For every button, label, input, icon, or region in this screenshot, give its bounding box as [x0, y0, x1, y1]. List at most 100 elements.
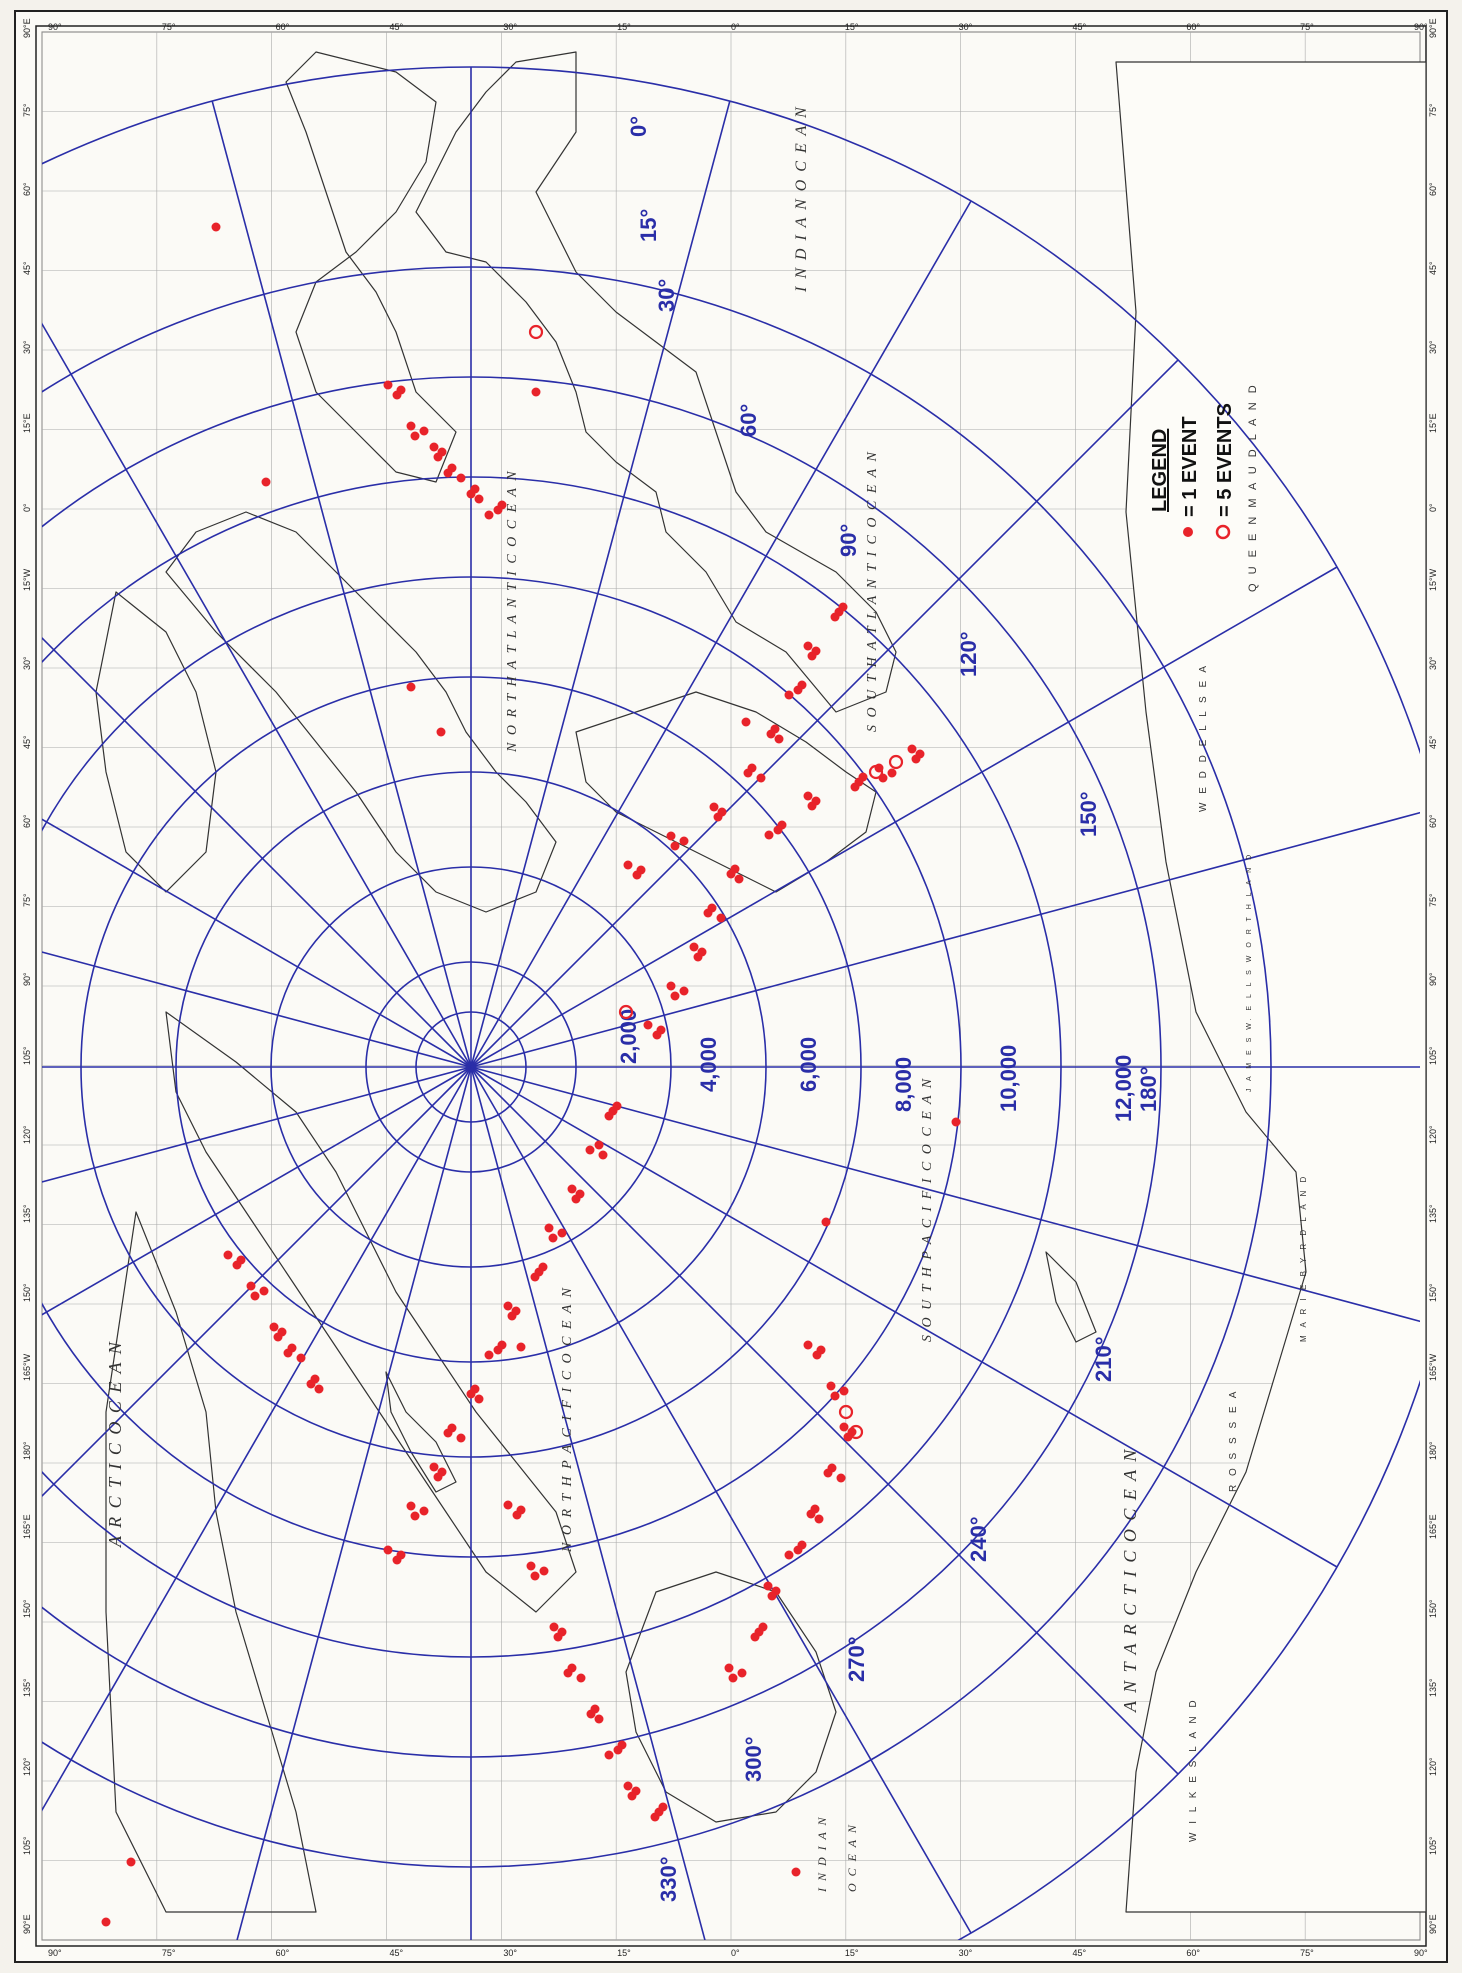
longitude-tick: 90°E — [22, 18, 32, 38]
indian-ocean-label: I N D I A N O C E A N — [793, 105, 810, 293]
event-marker — [259, 1286, 269, 1296]
azimuth-label-150: 150° — [1076, 791, 1101, 837]
longitude-tick: 15°W — [1428, 568, 1438, 591]
longitude-tick: 150° — [1428, 1599, 1438, 1618]
event-marker — [613, 1745, 623, 1755]
event-marker — [793, 685, 803, 695]
longitude-tick: 90°E — [22, 1914, 32, 1934]
event-marker — [549, 1622, 559, 1632]
latitude-tick: 15° — [845, 1948, 859, 1958]
longitude-tick: 135° — [22, 1678, 32, 1697]
azimuth-label-60: 60° — [736, 404, 761, 437]
event-marker — [763, 1581, 773, 1591]
azimuth-line — [470, 1066, 1338, 1568]
event-marker — [101, 1917, 111, 1927]
event-marker — [571, 1194, 581, 1204]
event-marker — [887, 768, 897, 778]
event-marker — [756, 773, 766, 783]
latitude-tick: 15° — [845, 22, 859, 32]
latitude-tick: 15° — [617, 22, 631, 32]
seismic-map: 2,000 4,000 6,000 8,000 10,000 12,000 0°… — [22, 18, 1438, 1958]
event-marker — [670, 841, 680, 851]
longitude-tick: 30° — [22, 340, 32, 354]
event-marker — [803, 791, 813, 801]
event-marker — [784, 1550, 794, 1560]
antarctica-coast — [1115, 61, 1427, 1913]
event-marker — [283, 1348, 293, 1358]
event-marker — [567, 1184, 577, 1194]
event-marker — [806, 1509, 816, 1519]
event-marker — [539, 1566, 549, 1576]
longitude-tick: 75° — [22, 893, 32, 907]
event-marker — [728, 1673, 738, 1683]
event-marker — [850, 782, 860, 792]
event-marker — [512, 1510, 522, 1520]
legend-single-label: = 1 EVENT — [1179, 416, 1201, 517]
azimuth-line — [470, 566, 1338, 1068]
event-marker — [726, 869, 736, 879]
latitude-tick: 30° — [959, 1948, 973, 1958]
event-marker — [531, 387, 541, 397]
event-marker — [493, 1345, 503, 1355]
event-marker — [466, 1389, 476, 1399]
event-marker — [548, 1233, 558, 1243]
event-marker — [223, 1250, 233, 1260]
event-marker — [784, 690, 794, 700]
azimuth-label-0: 0° — [626, 116, 651, 137]
event-marker — [951, 1117, 961, 1127]
azimuth-line — [42, 1066, 472, 1498]
event-marker — [807, 801, 817, 811]
south-atlantic-label: S O U T H A T L A N T I C O C E A N — [865, 450, 880, 732]
latitude-tick: 45° — [1073, 22, 1087, 32]
azimuth-line — [236, 1066, 472, 1940]
latitude-tick: 60° — [1186, 22, 1200, 32]
event-marker — [807, 651, 817, 661]
azimuth-line — [42, 951, 472, 1068]
azimuth-line — [470, 1066, 972, 1934]
north-atlantic-label: N O R T H A T L A N T I C O C E A N — [505, 469, 520, 753]
longitude-tick: 15°E — [1428, 413, 1438, 433]
event-marker — [429, 442, 439, 452]
new-zealand-coast — [1045, 1251, 1097, 1343]
event-marker — [406, 421, 416, 431]
longitude-tick: 90° — [1428, 972, 1438, 986]
event-marker — [812, 1350, 822, 1360]
legend: LEGEND = 1 EVENT = 5 EVENTS — [1149, 403, 1236, 540]
event-marker — [211, 222, 221, 232]
latitude-tick: 45° — [390, 1948, 404, 1958]
longitude-tick: 150° — [1428, 1283, 1438, 1302]
azimuth-line — [42, 1066, 472, 1812]
latitude-tick: 90° — [48, 22, 62, 32]
longitude-tick: 75° — [22, 103, 32, 117]
event-marker-five — [838, 1404, 854, 1420]
event-marker — [443, 468, 453, 478]
event-marker — [456, 473, 466, 483]
event-marker — [433, 1472, 443, 1482]
longitude-tick: 120° — [1428, 1757, 1438, 1776]
longitude-tick: 45° — [1428, 735, 1438, 749]
queen-maud-label: Q U E E N M A U D L A N D — [1247, 382, 1259, 592]
azimuth-line — [42, 1066, 472, 1316]
ring-label-4000: 4,000 — [696, 1037, 721, 1092]
longitude-tick: 105° — [22, 1836, 32, 1855]
antarctic-ocean-label: A N T A R C T I C O C E A N — [1120, 1448, 1140, 1713]
azimuth-label-120: 120° — [956, 631, 981, 677]
event-marker — [383, 380, 393, 390]
longitude-tick: 45° — [22, 261, 32, 275]
event-marker — [773, 825, 783, 835]
event-marker — [689, 942, 699, 952]
event-marker — [273, 1332, 283, 1342]
latitude-tick: 0° — [731, 22, 740, 32]
latitude-tick: 45° — [390, 22, 404, 32]
event-marker — [604, 1111, 614, 1121]
azimuth-line — [470, 100, 731, 1068]
event-marker — [767, 1591, 777, 1601]
event-marker — [666, 831, 676, 841]
event-marker — [724, 1663, 734, 1673]
north-pacific-label: N O R T H P A C I F I C O C E A N — [560, 1286, 575, 1553]
greenland-coast — [95, 591, 217, 893]
event-marker — [679, 836, 689, 846]
longitude-tick: 165°W — [22, 1353, 32, 1381]
event-marker — [392, 390, 402, 400]
event-marker — [594, 1714, 604, 1724]
